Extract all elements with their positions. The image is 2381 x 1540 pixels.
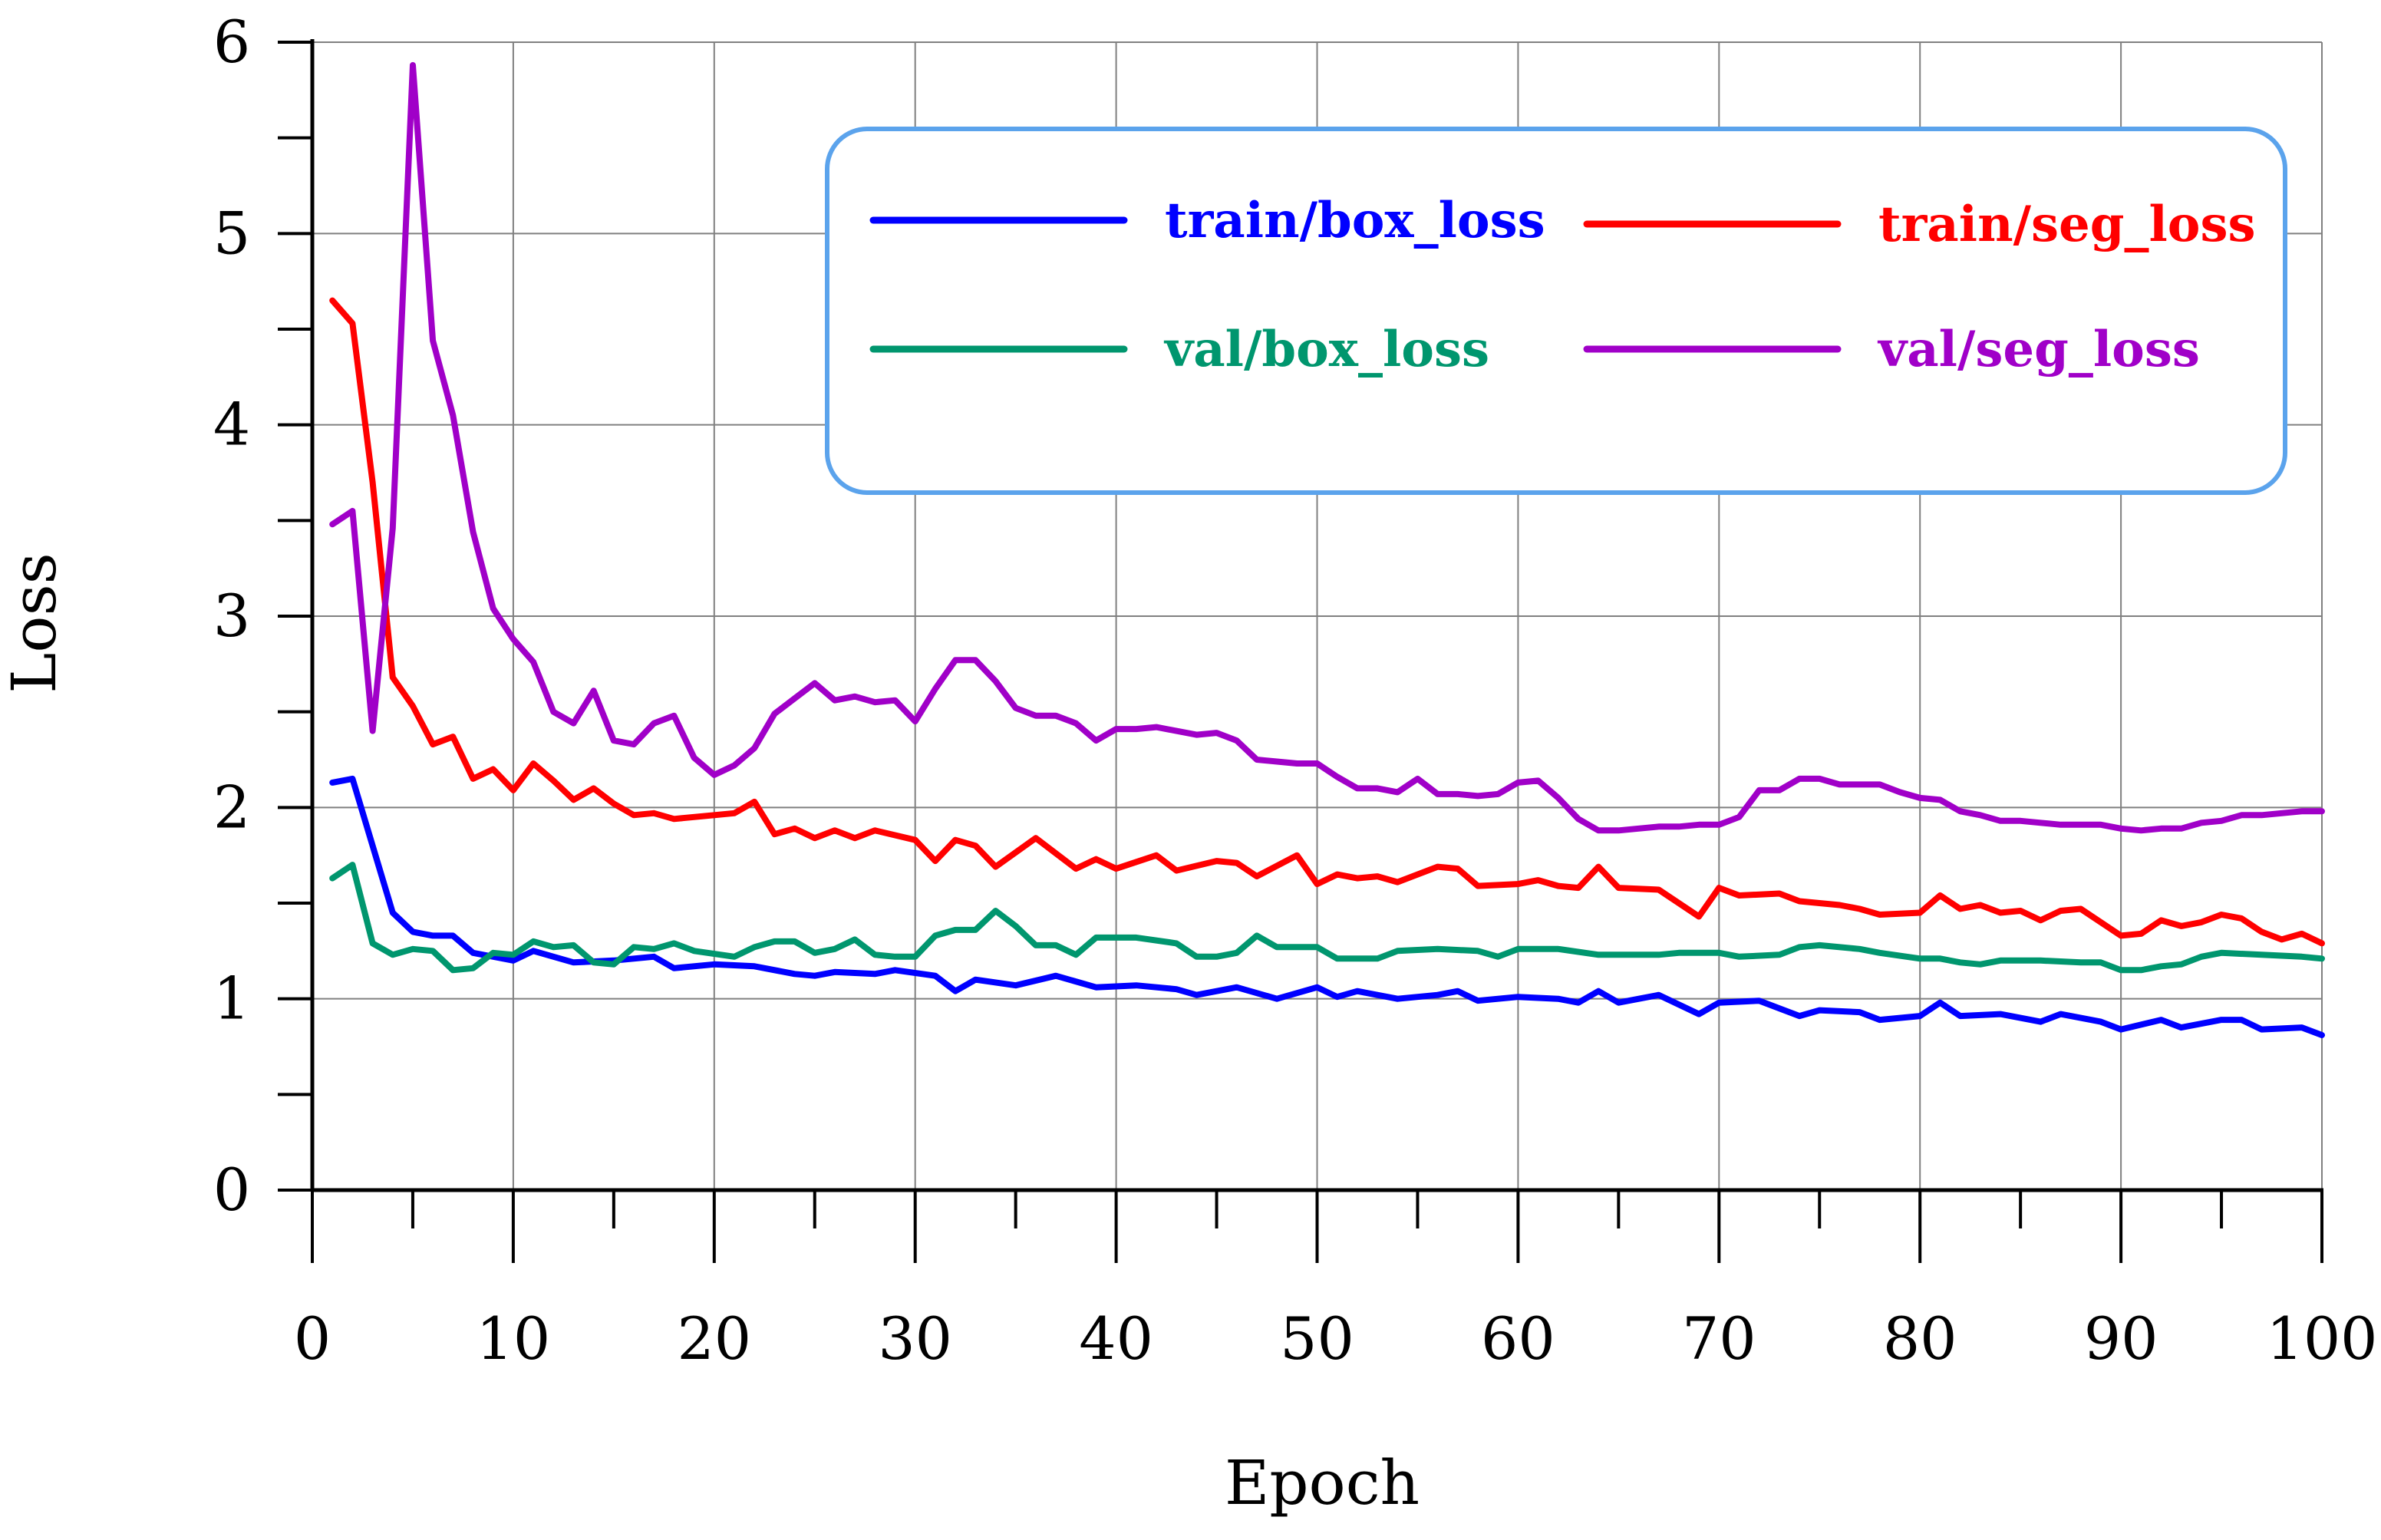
series-line-train-box-loss: [329, 775, 2325, 1038]
y-tick-label: 4: [213, 391, 250, 459]
series-line-val-box-loss: [329, 862, 2325, 974]
y-tick-label: 1: [213, 965, 250, 1033]
axes: [278, 39, 2323, 1263]
x-tick-label: 100: [2266, 1304, 2377, 1373]
x-tick-label: 90: [2084, 1304, 2158, 1373]
y-tick-label: 3: [213, 582, 250, 650]
x-tick-label: 0: [294, 1304, 331, 1373]
legend: train/box_loss train/seg_loss val/box_loss…: [825, 127, 2287, 495]
y-tick-label: 2: [213, 773, 250, 841]
series-line-train-seg-loss: [329, 297, 2325, 947]
x-tick-label: 10: [477, 1304, 551, 1373]
x-tick-label: 80: [1883, 1304, 1957, 1373]
x-tick-label: 30: [878, 1304, 952, 1373]
series-lines: [329, 61, 2325, 1038]
x-tick-label: 20: [677, 1304, 751, 1373]
x-tick-label: 70: [1682, 1304, 1756, 1373]
x-tick-label: 50: [1280, 1304, 1354, 1373]
legend-label-val-seg-loss: val/seg_loss: [1877, 321, 2200, 378]
legend-label-train-seg-loss: train/seg_loss: [1878, 196, 2256, 253]
series-line-val-seg-loss: [329, 61, 2325, 834]
y-tick-label: 6: [213, 8, 250, 76]
y-tick-label: 5: [213, 199, 250, 267]
legend-box: [825, 127, 2287, 495]
legend-label-train-box-loss: train/box_loss: [1165, 192, 1545, 249]
x-tick-label: 60: [1481, 1304, 1555, 1373]
x-axis-title: Epoch: [1225, 1447, 1420, 1519]
y-tick-label: 0: [213, 1156, 250, 1224]
x-tick-label: 40: [1079, 1304, 1153, 1373]
legend-label-val-box-loss: val/box_loss: [1163, 321, 1489, 378]
y-axis-title: Loss: [0, 552, 70, 693]
